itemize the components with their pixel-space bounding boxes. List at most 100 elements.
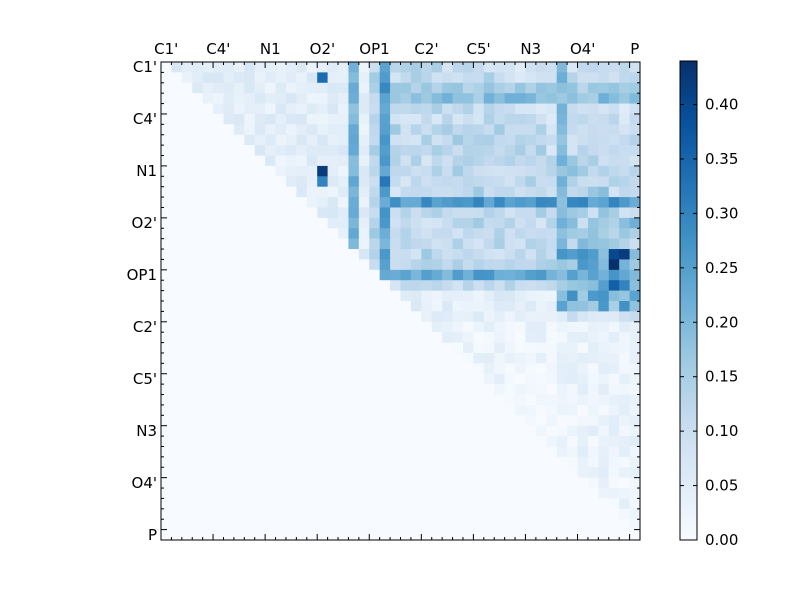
heatmap-cell <box>431 446 443 458</box>
heatmap-cell <box>431 176 443 188</box>
heatmap-cell <box>317 113 329 125</box>
heatmap-cell <box>296 217 308 229</box>
heatmap-cell <box>452 249 464 260</box>
heatmap-cell <box>400 62 412 73</box>
heatmap-cell <box>296 134 308 146</box>
heatmap-cell <box>161 332 172 343</box>
heatmap-cell <box>265 311 276 323</box>
heatmap-cell <box>358 529 370 541</box>
heatmap-cell <box>223 238 235 250</box>
heatmap-cell <box>161 363 172 375</box>
heatmap-cell <box>306 134 318 146</box>
heatmap-cell <box>306 238 318 250</box>
heatmap-cell <box>306 269 318 281</box>
heatmap-cell <box>608 425 620 437</box>
heatmap-cell <box>473 197 485 208</box>
heatmap-cell <box>442 415 453 427</box>
heatmap-cell <box>629 384 641 395</box>
heatmap-cell <box>483 467 495 479</box>
heatmap-cell <box>410 238 422 250</box>
heatmap-cell <box>317 280 329 292</box>
heatmap-cell <box>546 384 558 395</box>
heatmap-cell <box>306 145 318 156</box>
heatmap-cell <box>317 82 329 94</box>
heatmap-cell <box>202 134 214 146</box>
heatmap-cell <box>587 508 599 520</box>
heatmap-cell <box>546 155 558 167</box>
heatmap-cell <box>369 228 381 240</box>
heatmap-cell <box>608 145 620 156</box>
heatmap-cell <box>390 145 401 156</box>
heatmap-cell <box>577 384 589 395</box>
heatmap-cell <box>400 394 412 406</box>
heatmap-cell <box>296 415 308 427</box>
heatmap-cell <box>213 176 224 188</box>
heatmap-cell <box>504 145 516 156</box>
heatmap-cell <box>327 467 339 479</box>
heatmap-cell <box>285 477 297 489</box>
heatmap-cell <box>285 238 297 250</box>
heatmap-cell <box>483 176 495 188</box>
colorbar-tick-label: 0.35 <box>705 150 738 168</box>
heatmap-cell <box>577 155 589 167</box>
heatmap-cell <box>442 155 453 167</box>
heatmap-cell <box>442 529 453 541</box>
heatmap-cell <box>202 238 214 250</box>
heatmap-cell <box>400 72 412 84</box>
heatmap-cell <box>452 425 464 437</box>
heatmap-cell <box>410 529 422 541</box>
heatmap-cell <box>400 249 412 260</box>
heatmap-cell <box>431 207 443 219</box>
heatmap-cell <box>598 62 610 73</box>
heatmap-cell <box>181 415 193 427</box>
heatmap-cell <box>431 404 443 416</box>
heatmap-cell <box>254 415 266 427</box>
heatmap-cell <box>483 311 495 323</box>
heatmap-cell <box>629 519 641 531</box>
heatmap-cell <box>369 446 381 458</box>
heatmap-cell <box>421 446 433 458</box>
heatmap-cell <box>400 446 412 458</box>
heatmap-cell <box>202 259 214 271</box>
heatmap-cell <box>515 342 526 354</box>
heatmap-cell <box>275 301 287 312</box>
heatmap-cell <box>410 404 422 416</box>
heatmap-cell <box>306 197 318 208</box>
heatmap-cell <box>161 384 172 395</box>
heatmap-cell <box>452 207 464 219</box>
heatmap-cell <box>285 321 297 333</box>
heatmap-cell <box>483 519 495 531</box>
heatmap-cell <box>473 176 485 188</box>
heatmap-cell <box>358 176 370 188</box>
heatmap-cell <box>275 415 287 427</box>
heatmap-cell <box>317 134 329 146</box>
heatmap-cell <box>244 332 256 343</box>
heatmap-cell <box>285 352 297 364</box>
heatmap-cell <box>213 207 224 219</box>
heatmap-cell <box>598 82 610 94</box>
heatmap-cell <box>483 477 495 489</box>
heatmap-cell <box>296 62 308 73</box>
heatmap-cell <box>504 207 516 219</box>
heatmap-cell <box>192 529 204 541</box>
heatmap-cell <box>442 436 453 447</box>
heatmap-cell <box>515 384 526 395</box>
heatmap-cell <box>306 280 318 292</box>
heatmap-cell <box>567 529 578 541</box>
heatmap-cell <box>181 529 193 541</box>
heatmap-cell <box>556 446 568 458</box>
heatmap-cell <box>369 415 381 427</box>
heatmap-cell <box>567 290 578 302</box>
heatmap-cell <box>327 113 339 125</box>
heatmap-cell <box>452 186 464 198</box>
heatmap-cell <box>546 498 558 510</box>
heatmap-cell <box>504 467 516 479</box>
heatmap-cell <box>515 301 526 312</box>
heatmap-cell <box>619 82 630 94</box>
heatmap-cell <box>431 363 443 375</box>
heatmap-cell <box>629 155 641 167</box>
heatmap-cell <box>317 352 329 364</box>
heatmap-cell <box>504 363 516 375</box>
heatmap-cell <box>275 197 287 208</box>
heatmap-cell <box>452 197 464 208</box>
